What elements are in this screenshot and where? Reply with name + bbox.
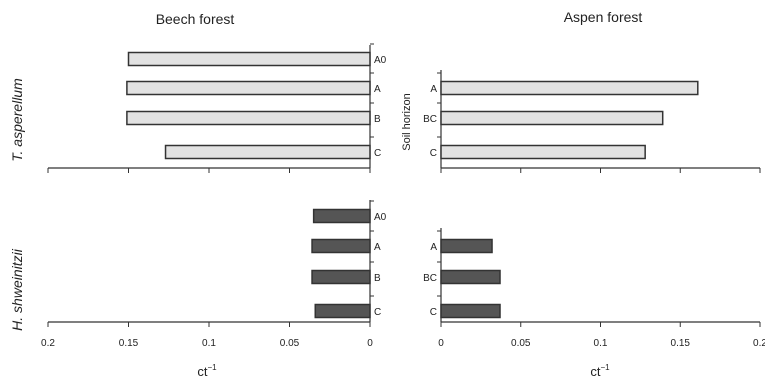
x-tick-label-2-1: 0.15: [119, 338, 139, 349]
soil-horizon-label: Soil horizon: [401, 93, 413, 150]
category-label-0-a0: A0: [374, 55, 387, 66]
category-label-0-a: A: [374, 84, 381, 95]
bar-2-a0: [312, 208, 371, 224]
bar-2-b: [311, 269, 371, 285]
category-label-2-a0: A0: [374, 212, 387, 223]
bar-2-a: [311, 238, 371, 254]
category-label-1-c: C: [430, 148, 437, 159]
category-label-0-b: B: [374, 114, 381, 125]
x-tick-label-3-4: 0.2: [753, 338, 765, 349]
category-label-1-bc: BC: [423, 114, 437, 125]
row-label-t-asperellum: T. asperellum: [9, 78, 25, 162]
x-tick-label-3-3: 0.15: [671, 338, 691, 349]
x-tick-label-3-1: 0.05: [511, 338, 531, 349]
bar-0-a0: [127, 51, 371, 67]
category-label-2-b: B: [374, 273, 381, 284]
x-tick-label-2-4: 0: [367, 338, 373, 349]
x-tick-label-2-0: 0.2: [41, 338, 55, 349]
bar-2-c: [314, 303, 371, 319]
category-label-1-a: A: [430, 84, 437, 95]
category-label-3-bc: BC: [423, 273, 437, 284]
row-label-h-shweinitzii: H. shweinitzii: [9, 248, 25, 331]
x-tick-label-3-2: 0.1: [594, 338, 608, 349]
title-beech-forest: Beech forest: [156, 11, 235, 27]
bar-0-b: [126, 110, 371, 126]
bar-1-c: [440, 144, 646, 160]
bar-3-c: [440, 303, 501, 319]
xlabel-left-base: ct: [197, 364, 208, 379]
category-label-3-c: C: [430, 307, 437, 318]
category-label-2-c: C: [374, 307, 381, 318]
bar-3-a: [440, 238, 493, 254]
x-tick-label-2-2: 0.1: [202, 338, 216, 349]
xlabel-right: ct−1: [590, 363, 610, 379]
title-aspen-forest: Aspen forest: [564, 9, 643, 25]
category-label-0-c: C: [374, 148, 381, 159]
bar-1-bc: [440, 110, 664, 126]
bar-0-c: [164, 144, 371, 160]
xlabel-right-base: ct: [590, 364, 601, 379]
category-label-2-a: A: [374, 242, 381, 253]
bar-1-a: [440, 80, 699, 96]
bar-0-a: [126, 80, 371, 96]
xlabel-left: ct−1: [197, 363, 217, 379]
category-label-3-a: A: [430, 242, 437, 253]
xlabel-right-superscript: −1: [601, 363, 611, 372]
x-tick-label-3-0: 0: [438, 338, 444, 349]
x-tick-label-2-3: 0.05: [280, 338, 300, 349]
bar-3-bc: [440, 269, 501, 285]
xlabel-left-superscript: −1: [208, 363, 218, 372]
